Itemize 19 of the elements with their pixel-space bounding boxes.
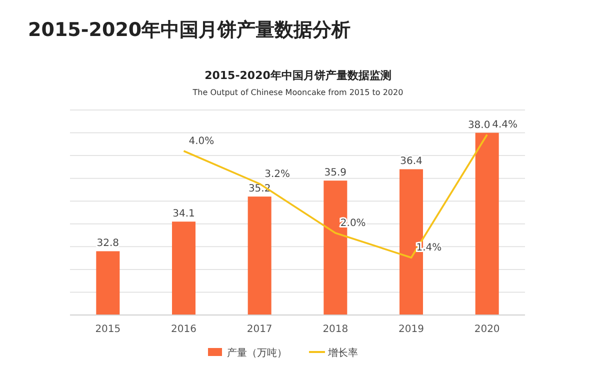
chart-subtitle: 2015-2020年中国月饼产量数据监测 bbox=[204, 69, 392, 82]
x-tick-label: 2020 bbox=[474, 324, 500, 335]
chart-title: 2015-2020年中国月饼产量数据分析 bbox=[28, 19, 351, 41]
data-label: 4.0% bbox=[188, 136, 214, 147]
legend-label: 增长率 bbox=[327, 347, 358, 359]
data-label: 34.1 bbox=[172, 208, 195, 220]
data-label: 36.4 bbox=[400, 156, 422, 168]
x-tick-label: 2016 bbox=[171, 324, 196, 335]
data-label: 32.8 bbox=[96, 238, 120, 250]
legend-label: 产量（万吨） bbox=[227, 347, 287, 359]
x-tick-label: 2017 bbox=[246, 324, 272, 335]
text: The Output of Chinese Mooncake from 2015 to 2020 bbox=[192, 88, 404, 97]
x-tick-label: 2015 bbox=[95, 324, 121, 335]
x-tick-label: 2018 bbox=[322, 324, 348, 335]
data-label: 35.9 bbox=[324, 168, 347, 179]
data-label: 4.4% bbox=[492, 120, 518, 131]
x-tick-label: 2019 bbox=[398, 324, 424, 335]
data-label: 3.2% bbox=[264, 168, 290, 180]
data-label: 38.0 bbox=[468, 120, 490, 131]
